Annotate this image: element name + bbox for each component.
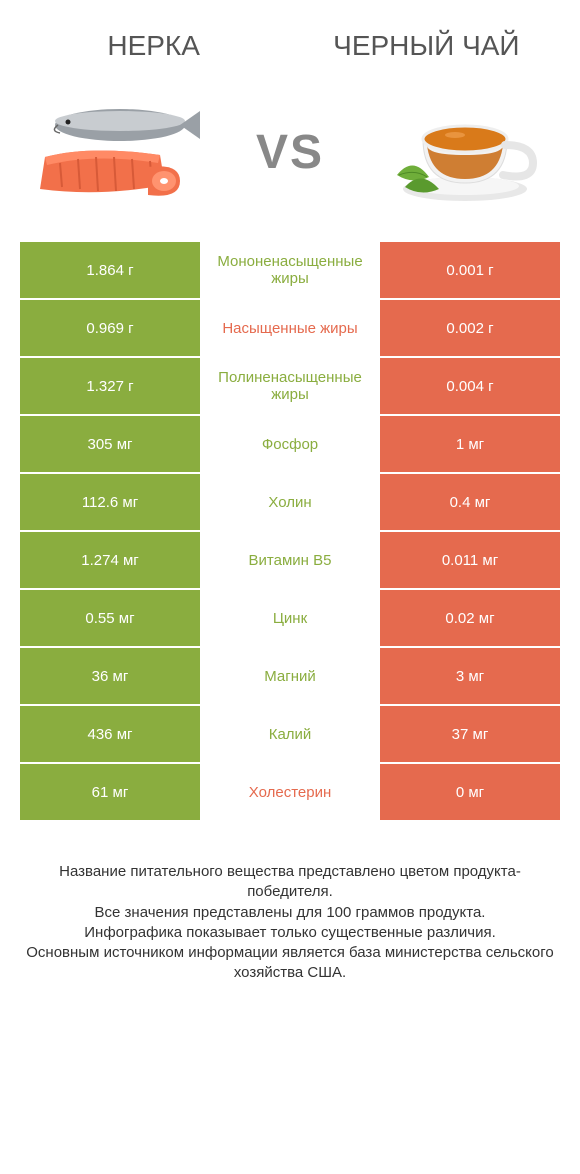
- nutrient-name-cell: Мононенасыщенные жиры: [200, 242, 380, 298]
- nutrient-name-cell: Фосфор: [200, 416, 380, 472]
- left-product-image: [30, 92, 200, 212]
- table-row: 436 мгКалий37 мг: [20, 706, 560, 764]
- table-row: 1.274 мгВитамин B50.011 мг: [20, 532, 560, 590]
- right-value-cell: 0.001 г: [380, 242, 560, 298]
- table-row: 112.6 мгХолин0.4 мг: [20, 474, 560, 532]
- left-value-cell: 0.969 г: [20, 300, 200, 356]
- table-row: 36 мгМагний3 мг: [20, 648, 560, 706]
- left-value-cell: 112.6 мг: [20, 474, 200, 530]
- left-value-cell: 1.327 г: [20, 358, 200, 414]
- nutrient-name-cell: Полиненасыщенные жиры: [200, 358, 380, 414]
- table-row: 0.55 мгЦинк0.02 мг: [20, 590, 560, 648]
- nutrient-name-cell: Холестерин: [200, 764, 380, 820]
- right-value-cell: 0.002 г: [380, 300, 560, 356]
- left-value-cell: 0.55 мг: [20, 590, 200, 646]
- header: НЕРКА ЧЕРНЫЙ ЧАЙ: [0, 0, 580, 72]
- nutrient-name-cell: Магний: [200, 648, 380, 704]
- left-value-cell: 1.274 мг: [20, 532, 200, 588]
- right-value-cell: 3 мг: [380, 648, 560, 704]
- table-row: 1.864 гМононенасыщенные жиры0.001 г: [20, 242, 560, 300]
- footer-line-4: Основным источником информации является …: [20, 943, 560, 984]
- footer-line-2: Все значения представлены для 100 граммо…: [20, 903, 560, 923]
- left-value-cell: 305 мг: [20, 416, 200, 472]
- nutrient-name-cell: Цинк: [200, 590, 380, 646]
- right-value-cell: 1 мг: [380, 416, 560, 472]
- table-row: 1.327 гПолиненасыщенные жиры0.004 г: [20, 358, 560, 416]
- footer-notes: Название питательного вещества представл…: [20, 862, 560, 984]
- table-row: 305 мгФосфор1 мг: [20, 416, 560, 474]
- table-row: 0.969 гНасыщенные жиры0.002 г: [20, 300, 560, 358]
- left-value-cell: 1.864 г: [20, 242, 200, 298]
- right-value-cell: 0.011 мг: [380, 532, 560, 588]
- footer-line-3: Инфографика показывает только существенн…: [20, 923, 560, 943]
- left-value-cell: 36 мг: [20, 648, 200, 704]
- nutrient-name-cell: Насыщенные жиры: [200, 300, 380, 356]
- right-value-cell: 0.02 мг: [380, 590, 560, 646]
- right-value-cell: 0 мг: [380, 764, 560, 820]
- footer-line-1: Название питательного вещества представл…: [20, 862, 560, 903]
- comparison-table: 1.864 гМононенасыщенные жиры0.001 г0.969…: [20, 242, 560, 822]
- fish-icon: [30, 97, 200, 207]
- vs-label: VS: [256, 125, 324, 180]
- tea-cup-icon: [385, 97, 545, 207]
- table-row: 61 мгХолестерин0 мг: [20, 764, 560, 822]
- nutrient-name-cell: Калий: [200, 706, 380, 762]
- right-value-cell: 0.004 г: [380, 358, 560, 414]
- right-value-cell: 37 мг: [380, 706, 560, 762]
- right-product-image: [380, 92, 550, 212]
- left-product-title: НЕРКА: [40, 30, 267, 62]
- left-value-cell: 61 мг: [20, 764, 200, 820]
- nutrient-name-cell: Холин: [200, 474, 380, 530]
- vs-row: VS: [0, 72, 580, 242]
- right-product-title: ЧЕРНЫЙ ЧАЙ: [313, 30, 540, 62]
- right-value-cell: 0.4 мг: [380, 474, 560, 530]
- nutrient-name-cell: Витамин B5: [200, 532, 380, 588]
- left-value-cell: 436 мг: [20, 706, 200, 762]
